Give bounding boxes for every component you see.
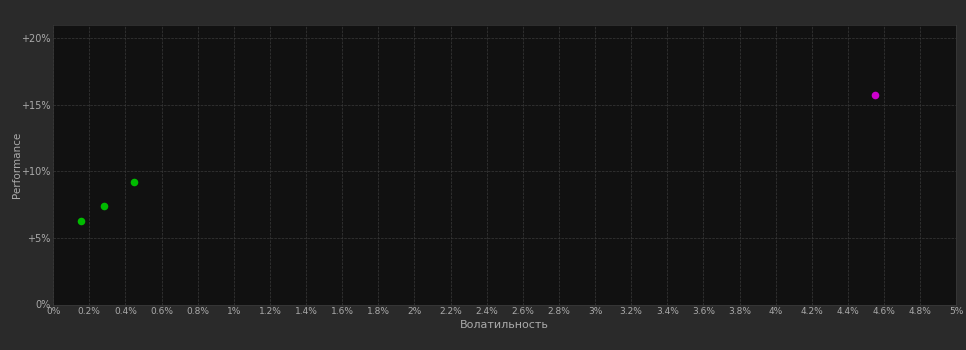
Y-axis label: Performance: Performance <box>12 131 21 198</box>
Point <box>96 203 111 209</box>
Point <box>127 179 142 185</box>
Point <box>867 92 883 98</box>
Point <box>73 218 89 223</box>
X-axis label: Волатильность: Волатильность <box>460 321 550 330</box>
